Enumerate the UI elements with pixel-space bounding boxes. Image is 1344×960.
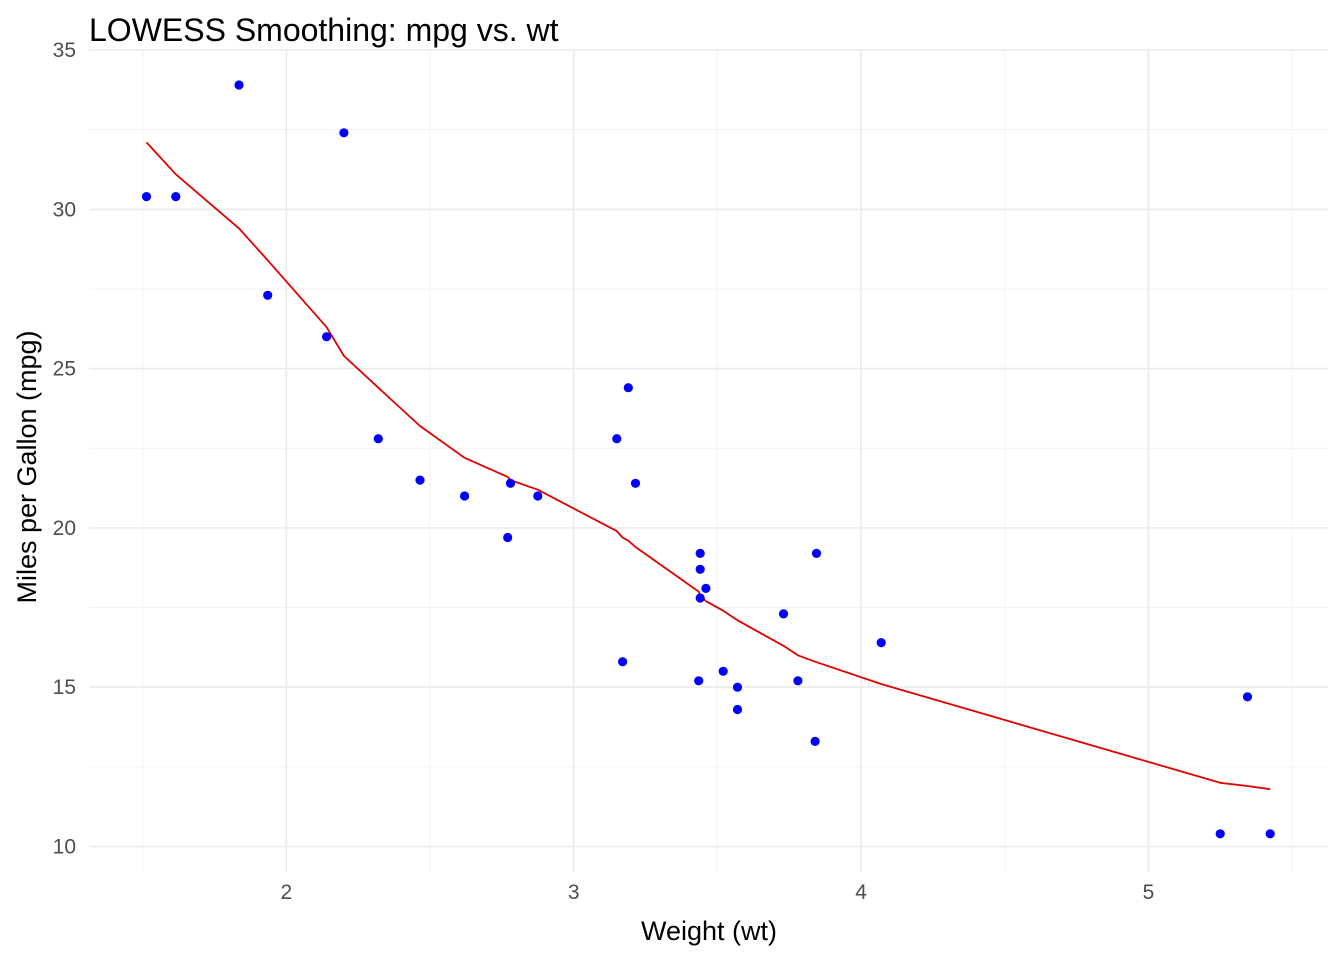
data-point-28 [618, 657, 628, 667]
y-axis-ticks: 10 15 20 25 30 35 [53, 39, 76, 859]
data-point-11 [876, 638, 886, 648]
y-tick-label-35: 35 [53, 39, 76, 62]
data-point-31 [505, 478, 516, 488]
data-point-10 [695, 593, 705, 603]
data-point-5 [701, 583, 711, 594]
data-point-19 [234, 80, 244, 90]
data-point-16 [1242, 692, 1253, 702]
x-tick-label-3: 3 [568, 881, 580, 904]
data-point-1 [533, 491, 543, 501]
data-point-8 [612, 434, 622, 444]
y-tick-label-10: 10 [53, 836, 76, 859]
y-tick-label-20: 20 [53, 517, 76, 540]
data-point-2 [373, 434, 383, 444]
x-axis-label: Weight (wt) [641, 916, 777, 946]
data-point-15 [1265, 829, 1275, 839]
major-gridlines [89, 49, 1328, 872]
data-point-25 [263, 290, 273, 300]
data-point-6 [732, 704, 743, 715]
y-tick-label-30: 30 [53, 198, 76, 221]
data-point-22 [694, 676, 704, 686]
data-point-9 [695, 548, 705, 559]
x-axis-ticks: 2 3 4 5 [281, 881, 1155, 904]
lowess-line [145, 141, 1271, 791]
x-tick-label-4: 4 [855, 881, 867, 904]
x-tick-label-5: 5 [1143, 881, 1155, 904]
data-point-23 [810, 736, 820, 747]
chart-title: LOWESS Smoothing: mpg vs. wt [89, 12, 559, 48]
data-point-18 [171, 192, 181, 202]
minor-gridlines [89, 50, 1328, 872]
data-point-7 [623, 383, 633, 393]
data-point-3 [630, 478, 641, 488]
data-point-24 [811, 548, 822, 559]
data-point-0 [460, 491, 470, 501]
y-axis-label: Miles per Gallon (mpg) [12, 330, 42, 603]
data-point-13 [793, 676, 803, 686]
data-point-20 [415, 475, 425, 485]
data-point-21 [718, 666, 728, 676]
data-point-14 [1215, 829, 1225, 839]
y-tick-label-25: 25 [53, 358, 76, 381]
data-point-30 [732, 682, 743, 692]
x-tick-label-2: 2 [281, 881, 293, 904]
data-point-26 [322, 332, 332, 342]
data-point-17 [339, 128, 349, 138]
data-point-4 [695, 564, 705, 574]
data-point-27 [141, 192, 152, 202]
y-tick-label-15: 15 [53, 676, 76, 699]
series-layer [141, 80, 1275, 839]
data-point-12 [778, 609, 789, 619]
data-point-29 [503, 532, 513, 543]
